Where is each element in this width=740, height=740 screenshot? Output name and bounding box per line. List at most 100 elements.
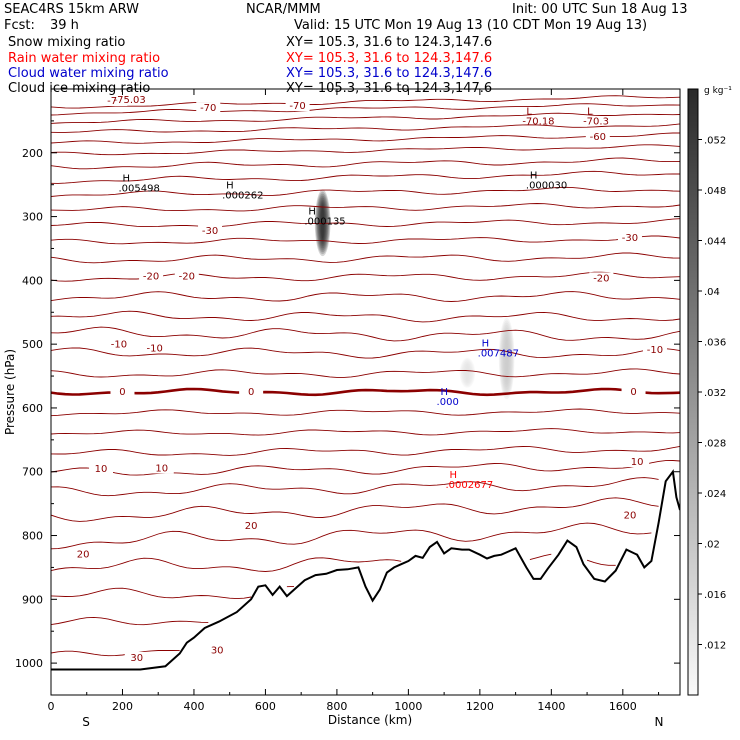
shaded-cell [463,362,472,384]
temperature-contour [51,203,680,212]
temperature-contour [51,218,680,228]
x-tick-label: 400 [183,700,204,713]
temperature-contour [51,112,680,124]
extremum-value: .000 [437,397,459,408]
x-tick-label: 1400 [537,700,565,713]
contour-label-bg [71,548,96,560]
temperature-contour [51,123,680,133]
field-xy-cloud-water: XY= 105.3, 31.6 to 124.3,147.6 [286,66,492,81]
shaded-cell [465,365,469,381]
contour-label: 0 [119,387,125,398]
terrain-line [51,469,680,671]
extremum-marker: H [449,470,457,481]
contour-label-bg [205,644,230,656]
temperature-contour [51,157,680,170]
contour-label-bg [239,519,264,531]
shaded-cell [463,363,471,383]
temperature-contour [51,132,680,144]
extrema-labels: H.005498 H.000262H.000135H.000030H.007487… [118,107,608,492]
contour-label-bg [103,95,128,107]
extremum-marker: H [441,387,449,398]
temperature-contour [51,460,680,476]
temperature-contour [51,368,680,378]
y-tick-label: 900 [22,593,43,606]
shaded-cell [464,363,471,382]
contour-label: 0 [248,387,254,398]
contour-label: -60 [590,132,606,143]
shaded-cell [460,359,474,387]
shaded-cell [504,336,509,381]
contour-label-bg [142,342,167,354]
y-tick-label: 700 [22,466,43,479]
contour-label: -10 [111,340,127,351]
temperature-contour [51,186,680,197]
extremum-value: .000135 [304,217,345,228]
x-tick-label: 200 [112,700,133,713]
extremum-marker: H [308,207,316,218]
contour-label: -20 [143,271,159,282]
shaded-cell [462,361,473,385]
field-xy-snow: XY= 105.3, 31.6 to 124.3,147.6 [286,35,492,50]
field-name-rain: Rain water mixing ratio [8,51,160,66]
fcst-value: 39 h [50,18,79,33]
temperature-contour [51,408,680,417]
shaded-cell [498,317,515,400]
contour-label: -75.03 [114,95,146,106]
init-time: Init: 00 UTC Sun 18 Aug 13 [512,2,687,17]
contour-label: 20 [245,521,258,532]
extremum-marker: H [530,170,538,181]
contour-label-bg [149,462,174,474]
colorbar-unit: g kg⁻¹ [704,86,732,96]
contour-label-bg [285,100,310,112]
contour-label-bg [642,343,667,355]
contour-label: 0 [630,387,636,398]
temperature-contour [51,103,680,116]
contour-labels: -70-75.03-70 -70-60-30-30-20 -20 -20-10 -10-… [71,93,667,664]
temperature-contour [51,649,180,657]
contour-label: -10 [146,344,162,355]
contour-label: 10 [631,457,644,468]
extremum-marker: H [122,173,130,184]
temperature-contour [51,347,680,359]
extremum-marker: H [482,339,490,350]
contour-label: -10 [647,345,663,356]
x-axis: 0 200 400 600 800 1000 1200 1400 1600 [48,89,660,713]
x-tick-label: 0 [48,700,55,713]
y-tick-label: 400 [22,274,43,287]
valid-time: Valid: 15 UTC Mon 19 Aug 13 (10 CDT Mon … [294,18,647,33]
shaded-cell [460,358,475,388]
contour-label: -70 [107,96,123,107]
shaded-cell [505,339,509,378]
field-name-cloud-water: Cloud water mixing ratio [8,66,169,81]
contour-label-bg [174,270,199,282]
contour-label: -70 [200,103,216,114]
temperature-contour [51,478,680,496]
temperature-contour [51,522,652,550]
temperature-contour [51,170,680,184]
contour-label-bg [617,232,642,244]
contour-label: 20 [624,511,637,522]
shaded-cell [500,324,513,393]
extremum-value: .005498 [118,183,159,194]
extremum-value: .000030 [526,180,567,191]
x-tick-label: 1600 [609,700,637,713]
shaded-cell [499,320,514,397]
extremum-marker: H [226,181,234,192]
freezing-level-contour [51,387,680,397]
shaded-cell [503,332,511,385]
contour-label: -20 [179,271,195,282]
x-tick-label: 1200 [466,700,494,713]
plot-frame [50,88,681,696]
extremum-marker: L [587,107,593,118]
contour-label: 20 [77,550,90,561]
shaded-cell [501,327,512,390]
temperature-contour [51,252,680,264]
temperature-contours [51,95,680,657]
contour-label-bg [110,385,135,397]
shaded-cell [502,329,511,388]
contour-label-bg [585,130,610,142]
colorbar-tick-label: .012 [704,641,726,652]
colorbar-tick-label: .036 [704,338,726,349]
